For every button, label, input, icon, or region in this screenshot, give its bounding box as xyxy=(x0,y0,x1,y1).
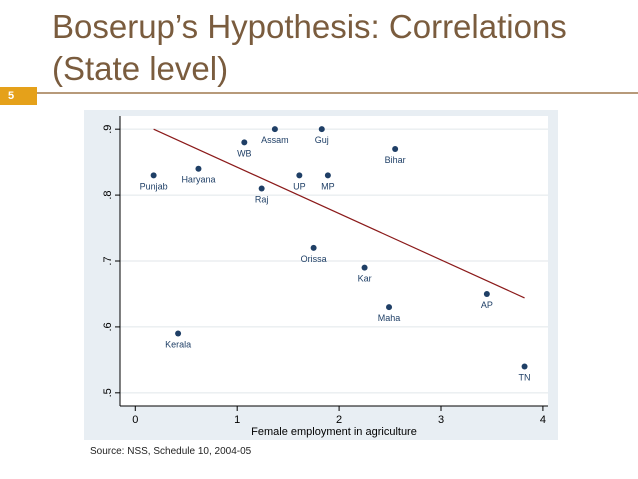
point-label: TN xyxy=(519,372,531,382)
point-label: UP xyxy=(293,181,306,191)
point-label: Kerala xyxy=(165,340,191,350)
data-point xyxy=(150,172,157,179)
point-label: Bihar xyxy=(385,155,406,165)
data-point xyxy=(310,244,317,251)
point-label: WB xyxy=(237,148,252,158)
slide-title: Boserup’s Hypothesis: Correlations (Stat… xyxy=(52,6,632,90)
y-tick-label: .6 xyxy=(102,322,114,331)
data-point xyxy=(195,165,202,172)
point-label: Raj xyxy=(255,195,269,205)
data-point xyxy=(258,185,265,192)
point-label: Haryana xyxy=(181,175,215,185)
slide-number-badge: 5 xyxy=(0,87,37,105)
point-label: Orissa xyxy=(301,254,327,264)
point-label: Guj xyxy=(315,135,329,145)
x-tick-label: 2 xyxy=(336,414,342,426)
data-point xyxy=(361,264,368,271)
y-tick-label: .9 xyxy=(102,125,114,134)
fit-line xyxy=(153,128,525,299)
point-label: Punjab xyxy=(140,181,168,191)
x-tick-label: 4 xyxy=(540,414,546,426)
title-divider xyxy=(0,92,638,94)
point-label: Kar xyxy=(358,274,372,284)
point-label: Maha xyxy=(378,313,401,323)
data-point xyxy=(483,290,490,297)
y-tick-label: .7 xyxy=(102,256,114,265)
y-tick-label: .5 xyxy=(102,388,114,397)
data-point xyxy=(318,126,325,133)
point-label: Assam xyxy=(261,135,289,145)
slide-title-line2: (State level) xyxy=(52,50,229,87)
data-point xyxy=(521,363,528,370)
data-point xyxy=(271,126,278,133)
slide-title-line1: Boserup’s Hypothesis: Correlations xyxy=(52,8,567,45)
data-point xyxy=(324,172,331,179)
x-tick-label: 1 xyxy=(234,414,240,426)
point-label: AP xyxy=(481,300,493,310)
data-point xyxy=(175,330,182,337)
point-label: MP xyxy=(321,181,335,191)
x-axis-label: Female employment in agriculture xyxy=(251,426,417,438)
data-point xyxy=(392,145,399,152)
y-tick-label: .8 xyxy=(102,190,114,199)
data-point xyxy=(386,304,393,311)
data-point xyxy=(296,172,303,179)
data-point xyxy=(241,139,248,146)
x-tick-label: 0 xyxy=(132,414,138,426)
x-tick-label: 3 xyxy=(438,414,444,426)
source-note: Source: NSS, Schedule 10, 2004-05 xyxy=(90,446,252,457)
